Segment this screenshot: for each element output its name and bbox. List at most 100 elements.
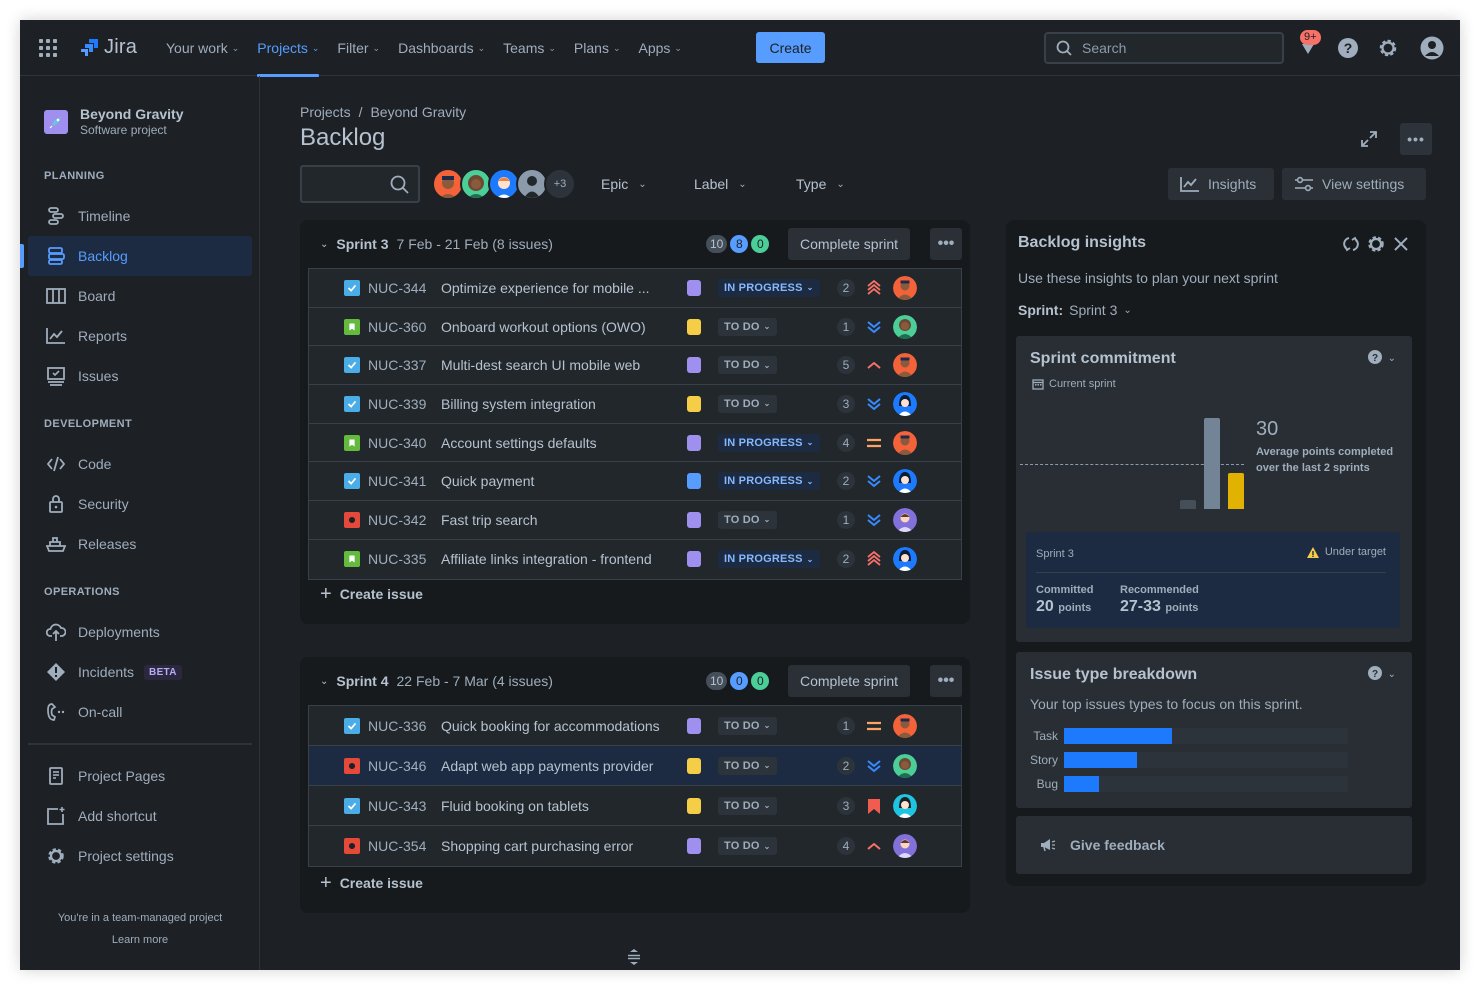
assignee-avatar[interactable] [893, 315, 917, 339]
issue-summary[interactable]: Multi-dest search UI mobile web [441, 357, 641, 374]
sidebar-item-on-call[interactable]: On-call [28, 692, 252, 732]
issue-row-selected[interactable]: NUC-346 Adapt web app payments provider … [309, 746, 961, 786]
story-points[interactable]: 2 [837, 756, 855, 775]
issue-key[interactable]: NUC-336 [368, 717, 427, 734]
more-actions-button[interactable]: ••• [1400, 123, 1432, 155]
issue-key[interactable]: NUC-341 [368, 473, 427, 490]
sidebar-item-security[interactable]: Security [28, 484, 252, 524]
story-points[interactable]: 1 [837, 317, 855, 336]
story-points[interactable]: 4 [837, 433, 855, 452]
story-points[interactable]: 2 [837, 278, 855, 297]
issue-summary[interactable]: Affiliate links integration - frontend [441, 551, 652, 568]
issue-row[interactable]: NUC-340 Account settings defaults IN PRO… [309, 424, 961, 463]
nav-filter[interactable]: Filter ⌄ [337, 20, 380, 76]
issue-row[interactable]: NUC-344 Optimize experience for mobile .… [309, 269, 961, 308]
give-feedback-button[interactable]: Give feedback [1016, 816, 1412, 874]
assignee-avatar[interactable] [893, 508, 917, 532]
resize-handle[interactable] [626, 948, 642, 970]
create-button[interactable]: Create [756, 32, 825, 63]
status-dropdown[interactable]: TO DO ⌄ [718, 317, 777, 336]
issue-key[interactable]: NUC-335 [368, 551, 427, 568]
sidebar-item-backlog[interactable]: Backlog [20, 236, 252, 276]
breadcrumb-project[interactable]: Beyond Gravity [370, 104, 467, 120]
issue-summary[interactable]: Account settings defaults [441, 434, 597, 451]
issue-key[interactable]: NUC-354 [368, 838, 427, 854]
nav-teams[interactable]: Teams ⌄ [503, 20, 556, 76]
issue-key[interactable]: NUC-337 [368, 357, 427, 374]
status-dropdown[interactable]: IN PROGRESS ⌄ [718, 472, 820, 491]
sidebar-item-issues[interactable]: Issues [28, 356, 252, 396]
story-points[interactable]: 3 [837, 796, 855, 815]
assignee-avatar[interactable] [893, 431, 917, 455]
issue-row[interactable]: NUC-343 Fluid booking on tablets TO DO ⌄ … [309, 786, 961, 826]
nav-plans[interactable]: Plans ⌄ [574, 20, 621, 76]
avatar-filter-1[interactable] [432, 168, 464, 200]
type-filter[interactable]: Type ⌄ [796, 172, 845, 196]
issue-key[interactable]: NUC-342 [368, 511, 427, 528]
issue-key[interactable]: NUC-346 [368, 757, 427, 774]
settings-button[interactable] [1376, 36, 1400, 60]
issue-summary[interactable]: Billing system integration [441, 395, 596, 412]
assignee-avatar[interactable] [893, 547, 917, 571]
sidebar-item-add-shortcut[interactable]: Add shortcut [28, 796, 252, 836]
chevron-down-icon[interactable]: ⌄ [1387, 669, 1396, 680]
learn-more-link[interactable]: Learn more [111, 934, 169, 946]
chevron-down-icon[interactable]: ⌄ [320, 238, 329, 250]
story-points[interactable]: 1 [837, 716, 855, 735]
close-icon[interactable] [1392, 235, 1410, 258]
issue-summary[interactable]: Optimize experience for mobile ... [441, 279, 650, 296]
avatar-overflow[interactable]: +3 [544, 168, 576, 200]
search-input[interactable] [1082, 40, 1262, 56]
issue-row[interactable]: NUC-354 Shopping cart purchasing error T… [309, 826, 961, 866]
status-dropdown[interactable]: IN PROGRESS ⌄ [718, 278, 820, 297]
story-points[interactable]: 3 [837, 394, 855, 413]
fullscreen-button[interactable] [1360, 130, 1378, 153]
sidebar-item-code[interactable]: Code [28, 444, 252, 484]
sidebar-item-project-settings[interactable]: Project settings [28, 836, 252, 876]
assignee-avatar[interactable] [893, 276, 917, 300]
story-points[interactable]: 2 [837, 472, 855, 491]
issue-summary[interactable]: Shopping cart purchasing error [441, 838, 634, 854]
insights-button[interactable]: Insights [1168, 168, 1274, 200]
story-points[interactable]: 4 [837, 837, 855, 855]
story-points[interactable]: 2 [837, 550, 855, 569]
assignee-avatar[interactable] [893, 714, 917, 738]
story-points[interactable]: 5 [837, 356, 855, 375]
sprint-header[interactable]: ⌄ Sprint 4 22 Feb - 7 Mar (4 issues) [320, 657, 553, 705]
assignee-avatar[interactable] [893, 353, 917, 377]
sprint-header[interactable]: ⌄ Sprint 3 7 Feb - 21 Feb (8 issues) [320, 220, 553, 268]
assignee-avatar[interactable] [893, 754, 917, 778]
breadcrumb-projects[interactable]: Projects [300, 104, 351, 120]
sidebar-item-reports[interactable]: Reports [28, 316, 252, 356]
issue-row[interactable]: NUC-342 Fast trip search TO DO ⌄ 1 [309, 501, 961, 540]
assignee-avatar[interactable] [893, 392, 917, 416]
chevron-down-icon[interactable]: ⌄ [1387, 353, 1396, 364]
issue-key[interactable]: NUC-343 [368, 797, 427, 814]
issue-summary[interactable]: Adapt web app payments provider [441, 757, 654, 774]
issue-summary[interactable]: Quick payment [441, 473, 535, 490]
issue-key[interactable]: NUC-340 [368, 434, 427, 451]
view-settings-button[interactable]: View settings [1282, 168, 1426, 200]
search-box[interactable] [1044, 32, 1284, 64]
issue-key[interactable]: NUC-344 [368, 279, 427, 296]
jira-logo[interactable]: Jira [78, 36, 137, 59]
nav-projects[interactable]: Projects ⌄ [257, 20, 320, 77]
issue-row[interactable]: NUC-341 Quick payment IN PROGRESS ⌄ 2 [309, 462, 961, 502]
status-dropdown[interactable]: TO DO ⌄ [718, 756, 777, 775]
issue-summary[interactable]: Fast trip search [441, 511, 538, 528]
sprint-selector[interactable]: Sprint: Sprint 3 ⌄ [1018, 302, 1132, 318]
sprint-more-button[interactable]: ••• [930, 665, 962, 697]
status-dropdown[interactable]: TO DO ⌄ [718, 796, 777, 815]
status-dropdown[interactable]: TO DO ⌄ [718, 510, 777, 529]
help-icon[interactable]: ? [1367, 350, 1382, 367]
status-dropdown[interactable]: TO DO ⌄ [718, 716, 777, 735]
status-dropdown[interactable]: IN PROGRESS ⌄ [718, 550, 820, 569]
issue-summary[interactable]: Onboard workout options (OWO) [441, 318, 646, 335]
sidebar-item-timeline[interactable]: Timeline [28, 196, 252, 236]
sidebar-item-board[interactable]: Board [28, 276, 252, 316]
sidebar-item-project-pages[interactable]: Project Pages [28, 756, 252, 796]
complete-sprint-button[interactable]: Complete sprint [788, 228, 911, 260]
epic-filter[interactable]: Epic ⌄ [601, 172, 647, 196]
status-dropdown[interactable]: TO DO ⌄ [718, 356, 777, 375]
complete-sprint-button[interactable]: Complete sprint [788, 665, 911, 697]
